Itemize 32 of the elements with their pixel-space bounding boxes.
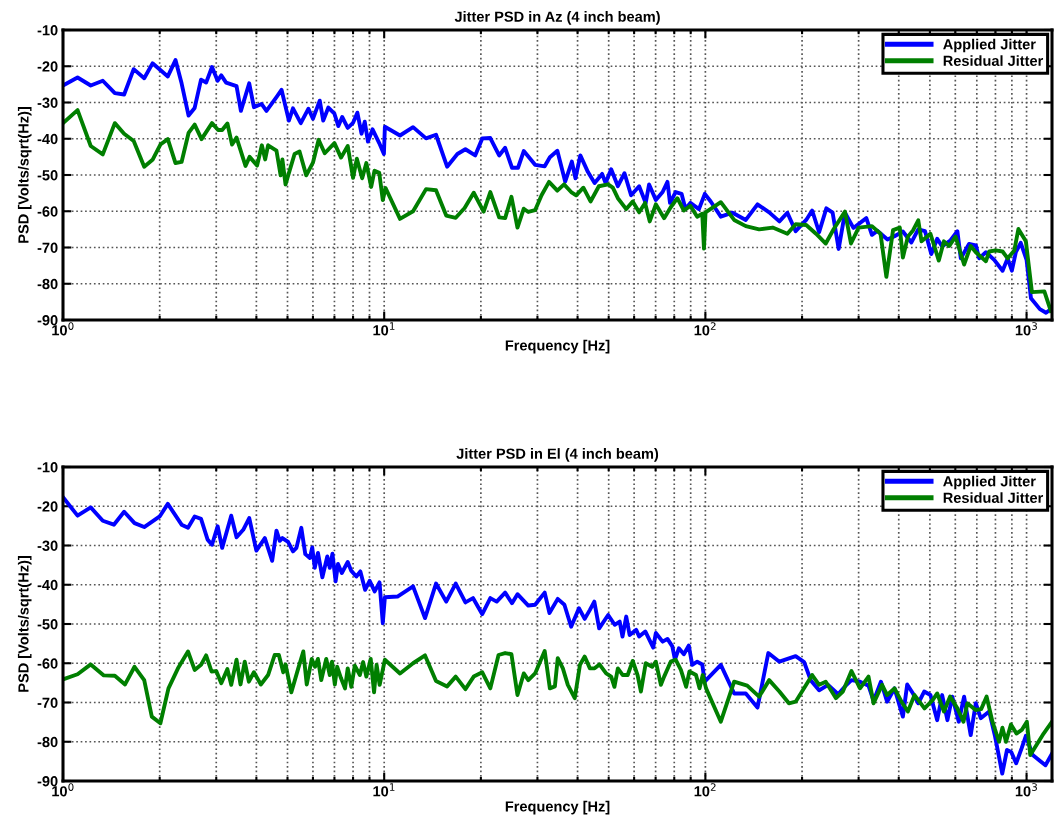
y-tick-label: -70 <box>37 242 58 253</box>
x-tick-label: 10$^{3}$ <box>1015 783 1037 797</box>
y-tick-label: -70 <box>37 697 58 708</box>
y-tick-label: -20 <box>37 61 58 72</box>
x-tick-label: 10$^{3}$ <box>1015 322 1037 336</box>
y-tick-label: -40 <box>37 579 58 591</box>
y-tick-label: -50 <box>37 170 58 181</box>
y-tick-label: -40 <box>37 133 58 145</box>
y-axis-title: PSD [Volts/sqrt(Hz)] <box>17 556 32 692</box>
legend-label: Applied Jitter <box>943 38 1036 53</box>
y-tick-label: -80 <box>37 278 58 290</box>
chart-title: Jitter PSD in El (4 inch beam) <box>456 448 659 462</box>
x-tick-label: 10$^{1}$ <box>373 322 395 336</box>
y-tick-label: -10 <box>37 25 58 36</box>
chart-title: Jitter PSD in Az (4 inch beam) <box>454 11 660 25</box>
y-tick-label: -30 <box>37 97 58 108</box>
legend-label: Residual Jitter <box>943 55 1044 66</box>
y-tick-label: -10 <box>37 462 58 473</box>
legend-label: Residual Jitter <box>943 492 1044 503</box>
y-tick-label: -50 <box>37 619 58 630</box>
y-tick-label: -30 <box>37 540 58 551</box>
x-axis-title: Frequency [Hz] <box>505 339 610 354</box>
y-tick-label: -60 <box>37 206 58 217</box>
x-axis-title: Frequency [Hz] <box>505 800 610 815</box>
y-tick-label: -60 <box>37 658 58 669</box>
y-axis-title: PSD [Volts/sqrt(Hz)] <box>17 107 32 243</box>
x-tick-label: 10$^{2}$ <box>694 783 716 797</box>
y-tick-label: -20 <box>37 501 58 512</box>
legend-label: Applied Jitter <box>943 475 1036 490</box>
y-tick-label: -80 <box>37 736 58 748</box>
x-tick-label: 10$^{1}$ <box>373 783 395 797</box>
x-tick-label: 10$^{2}$ <box>694 322 716 336</box>
